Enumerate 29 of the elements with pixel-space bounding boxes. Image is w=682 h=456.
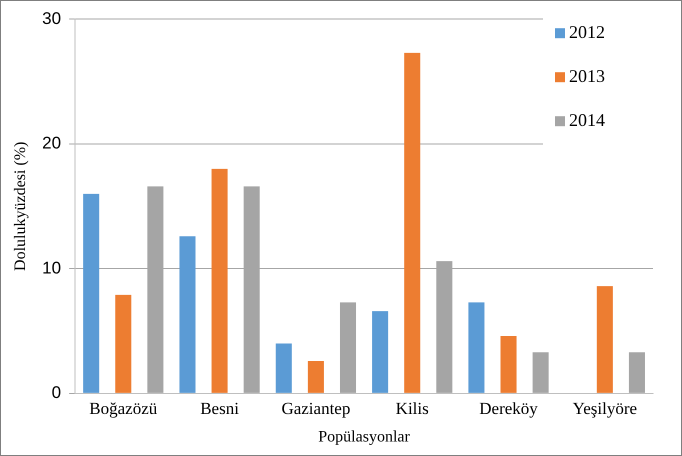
x-tick-label: Besni bbox=[200, 399, 240, 418]
legend-label: 2013 bbox=[569, 66, 605, 86]
legend-label: 2012 bbox=[569, 22, 605, 42]
bar bbox=[500, 336, 517, 393]
x-tick-label: Boğazözü bbox=[89, 399, 158, 418]
bar bbox=[276, 344, 292, 393]
y-tick-label: 10 bbox=[42, 258, 62, 278]
x-tick-label: Gaziantep bbox=[281, 399, 350, 418]
y-tick-label: 0 bbox=[52, 383, 62, 402]
bar bbox=[404, 52, 420, 393]
bar bbox=[372, 311, 388, 393]
bar bbox=[83, 194, 100, 393]
y-tick-label: 30 bbox=[42, 8, 62, 28]
bar bbox=[179, 236, 196, 393]
x-tick-label: Yeşilyöre bbox=[572, 399, 638, 418]
bar bbox=[308, 360, 324, 393]
bar bbox=[596, 286, 613, 393]
x-axis-title: Popülasyonlar bbox=[318, 428, 410, 446]
legend-label: 2014 bbox=[569, 110, 605, 130]
y-tick-label: 20 bbox=[42, 134, 62, 153]
bar bbox=[628, 352, 645, 393]
bar bbox=[468, 302, 484, 393]
bar bbox=[340, 302, 356, 393]
y-axis-title: Dolulukyüzdesi (%) bbox=[12, 142, 29, 271]
x-tick-label: Kilis bbox=[396, 399, 429, 418]
bar bbox=[115, 294, 132, 393]
bar bbox=[212, 168, 228, 393]
x-tick-label: Dereköy bbox=[479, 399, 538, 418]
bar bbox=[532, 352, 549, 393]
